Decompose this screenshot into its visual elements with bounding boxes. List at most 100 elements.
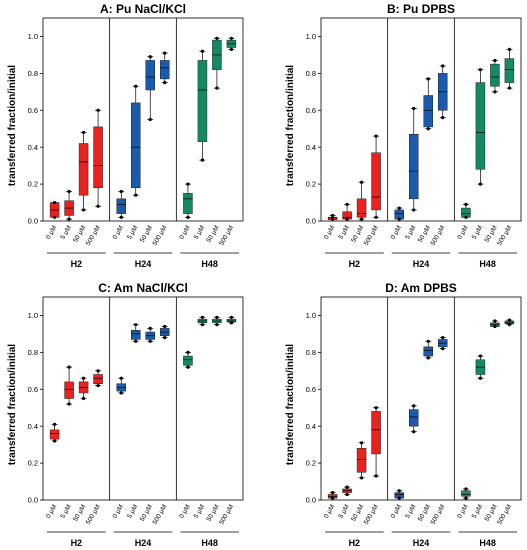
box-iqr [409,134,419,200]
extreme-point-high [493,319,497,323]
extreme-point-high [148,55,152,59]
box-H2-3 [356,441,367,480]
extreme-point-high [464,487,468,491]
group-label: H48 [479,538,496,548]
x-category-label: 50 µM [72,504,87,523]
plot-frame [320,17,522,222]
extreme-point-low [426,127,430,131]
extreme-point-high [359,441,364,445]
x-category-label: 5 µM [471,504,484,520]
box-H48-4 [504,47,515,90]
box-H24-2 [409,404,419,434]
extreme-point-high [397,206,401,210]
extreme-point-high [441,336,445,340]
plot-frame [320,296,522,501]
y-tick-label: 0.2 [306,459,316,468]
extreme-point-high [67,189,71,194]
y-tick-label: 1.0 [306,32,316,41]
x-category-label: 50 µM [350,225,365,244]
box-H24-3 [423,77,433,131]
group-label: H2 [349,259,361,269]
box-H24-1 [394,489,405,500]
y-tick-label: 0.8 [306,69,316,78]
extreme-point-low [186,215,190,219]
x-category-label: 500 µM [496,224,513,246]
x-category-label: 0 µM [323,504,336,520]
box-H24-1 [116,189,127,219]
box-iqr [197,60,208,142]
extreme-point-high [359,180,364,184]
x-category-label: 5 µM [193,225,206,241]
extreme-point-low [330,496,335,500]
extreme-point-high [52,200,57,205]
x-category-label: 0 µM [323,225,336,241]
extreme-point-high [507,318,512,322]
x-category-label: 50 µM [72,225,87,244]
x-category-label: 5 µM [126,504,139,520]
y-tick-label: 0.8 [28,348,38,357]
extreme-point-high [478,354,483,358]
group-label: H24 [413,259,430,269]
y-tick-label: 0.0 [306,217,316,226]
x-category-label: 0 µM [112,504,125,520]
extreme-point-low [67,402,71,406]
y-tick-label: 0.0 [306,496,316,505]
y-tick-label: 0.4 [306,143,316,152]
box-iqr [183,355,193,366]
extreme-point-high [200,315,205,319]
y-tick-label: 0.6 [28,106,38,115]
y-axis-label: transferred fraction/initial [7,65,18,186]
extreme-point-high [507,47,512,51]
x-category-label: 500 µM [363,504,380,526]
box-H24-3 [145,326,155,343]
box-H48-2 [475,354,486,380]
box-iqr [131,329,141,340]
x-category-label: 5 µM [59,225,72,241]
box-iqr [356,448,367,473]
extreme-point-high [426,77,430,81]
box-iqr [461,490,471,497]
box-iqr [49,429,60,440]
chart-title: D: Am DPBS [385,281,457,295]
chart-panel-4: D: Am DPBS transferred fraction/initial 0.… [285,281,522,548]
extreme-point-low [119,391,123,395]
x-category-label: 500 µM [496,503,513,525]
box-H2-1 [327,491,338,500]
extreme-point-high [412,404,416,408]
box-H2-3 [78,130,89,212]
extreme-point-low [412,208,416,212]
box-H24-4 [437,64,448,120]
y-tick-label: 1.0 [28,311,38,320]
box-H24-1 [394,206,405,221]
box-H48-3 [490,319,500,329]
extreme-point-high [374,134,378,138]
extreme-point-low [412,430,416,434]
extreme-point-high [163,51,167,55]
box-H24-1 [116,376,127,395]
box-H2-1 [327,213,338,221]
extreme-point-high [229,315,234,319]
box-iqr [356,198,367,218]
extreme-point-low [374,215,378,219]
x-category-label: 5 µM [337,225,350,241]
extreme-point-low [200,158,205,162]
extreme-point-high [374,406,378,410]
group-label: H48 [201,538,218,548]
box-H48-1 [461,487,471,500]
extreme-point-low [441,347,445,351]
box-H48-1 [461,202,471,219]
x-category-label: 5 µM [126,225,139,241]
box-H48-3 [490,58,500,94]
extreme-point-low [96,204,100,208]
extreme-point-high [215,36,219,40]
extreme-point-high [96,108,100,112]
x-category-label: 5 µM [404,504,417,520]
box-H24-4 [159,51,170,85]
box-iqr [371,152,381,211]
extreme-point-high [330,491,335,495]
y-tick-label: 1.0 [306,311,316,320]
x-category-label: 0 µM [456,225,469,241]
box-iqr [93,126,103,189]
chart-title: B: Pu DPBS [387,2,455,16]
box-H2-1 [49,200,60,219]
